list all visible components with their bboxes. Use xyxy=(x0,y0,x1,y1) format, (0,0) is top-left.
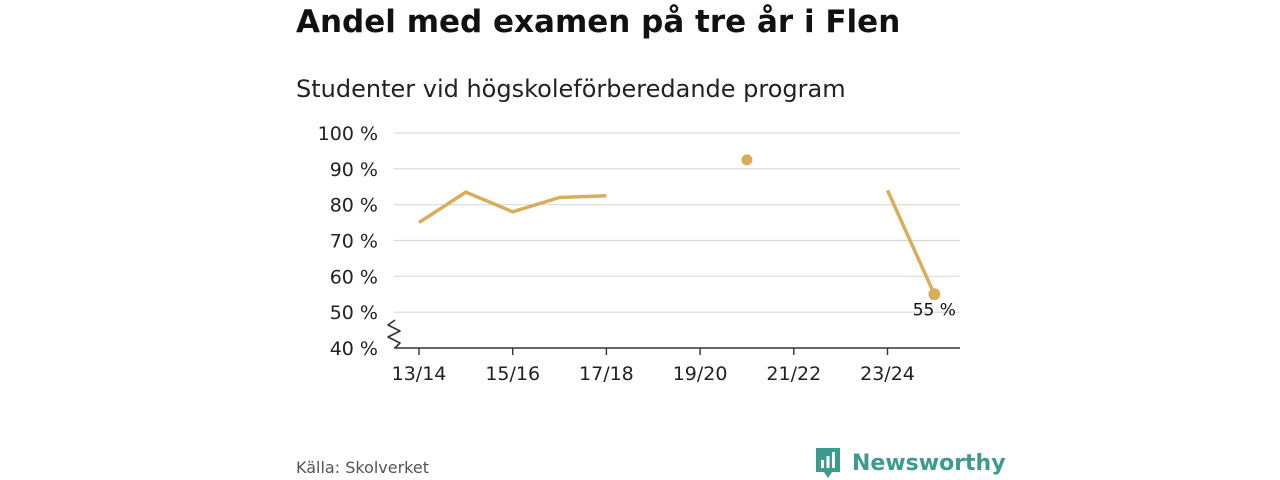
x-tick-label: 13/14 xyxy=(392,363,447,385)
x-tick-label: 23/24 xyxy=(860,363,915,385)
chart-subtitle: Studenter vid högskoleförberedande progr… xyxy=(296,75,846,103)
series-line xyxy=(418,190,607,225)
y-tick-label: 40 % xyxy=(330,338,378,360)
chart-title: Andel med examen på tre år i Flen xyxy=(296,4,901,40)
source-note: Källa: Skolverket xyxy=(296,458,429,477)
newsworthy-logo-text: Newsworthy xyxy=(852,450,1006,476)
y-tick-label: 70 % xyxy=(330,231,378,253)
x-tick-label: 21/22 xyxy=(766,363,821,385)
y-tick-label: 60 % xyxy=(330,266,378,288)
data-point xyxy=(741,154,753,166)
newsworthy-logo: Newsworthy xyxy=(814,446,1006,480)
series-line xyxy=(885,189,936,295)
y-tick-label: 90 % xyxy=(330,159,378,181)
x-tick-label: 19/20 xyxy=(673,363,728,385)
axis-break-icon xyxy=(387,319,401,349)
newsworthy-logo-icon xyxy=(816,448,840,478)
x-tick-label: 17/18 xyxy=(579,363,634,385)
data-label: 55 % xyxy=(913,300,956,320)
y-tick-label: 100 % xyxy=(318,123,378,145)
x-tick-label: 15/16 xyxy=(485,363,540,385)
y-tick-label: 50 % xyxy=(330,302,378,324)
last-value-marker xyxy=(928,288,941,301)
y-tick-label: 80 % xyxy=(330,195,378,217)
